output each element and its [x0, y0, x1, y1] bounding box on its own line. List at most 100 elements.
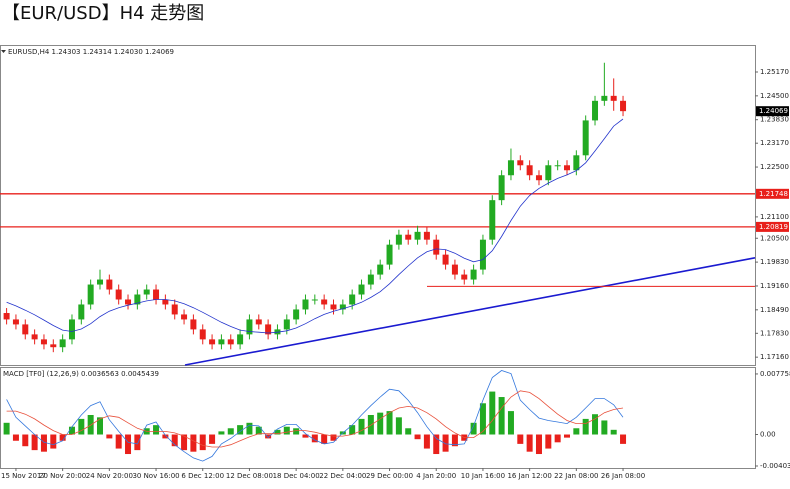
candle-body: [255, 319, 262, 325]
candle-body: [68, 319, 75, 340]
candle-body: [367, 274, 374, 285]
x-tick-label: 20 Nov 20:00: [39, 472, 86, 480]
last-price-label: 1.24069: [759, 107, 788, 115]
histogram-bar: [582, 418, 589, 435]
candle-body: [433, 239, 440, 255]
histogram-bar: [601, 420, 608, 435]
histogram-bar: [22, 434, 29, 447]
histogram-bar: [321, 434, 328, 444]
candle-body: [302, 299, 309, 310]
price-panel: [0, 45, 756, 366]
histogram-bar: [573, 428, 580, 435]
y-tick-label: 1.19160: [760, 282, 789, 290]
candle-body: [125, 299, 132, 305]
candle-body: [339, 304, 346, 310]
candle-body: [171, 304, 178, 315]
candle-body: [582, 120, 589, 156]
candle-body: [218, 339, 225, 345]
y-tick-label: 1.18490: [760, 306, 789, 314]
y-tick-label: 1.21100: [760, 213, 789, 221]
histogram-bar: [395, 417, 402, 435]
candle-body: [526, 165, 533, 176]
x-tick-label: 18 Dec 04:00: [273, 472, 320, 480]
candle-body: [311, 299, 318, 301]
histogram-bar: [125, 434, 132, 455]
histogram-bar: [190, 434, 197, 452]
histogram-bar: [489, 391, 496, 435]
histogram-bar: [199, 434, 206, 451]
x-tick-label: 30 Nov 16:00: [132, 472, 179, 480]
histogram-bar: [405, 428, 412, 435]
x-tick-label: 16 Jan 12:00: [507, 472, 551, 480]
candle-body: [564, 165, 570, 171]
candle-body: [461, 274, 468, 280]
x-tick-label: 12 Dec 08:00: [226, 472, 273, 480]
histogram-bar: [78, 418, 85, 435]
histogram-bar: [470, 422, 477, 435]
histogram-bar: [433, 434, 440, 455]
histogram-bar: [283, 426, 290, 435]
x-tick-label: 22 Jan 08:00: [554, 472, 598, 480]
y-tick-label: 1.19830: [760, 258, 789, 266]
y-tick-label: 1.23830: [760, 116, 789, 124]
candle-body: [97, 279, 103, 285]
candle-body: [162, 299, 169, 305]
candle-body: [349, 294, 356, 305]
histogram-bar: [218, 431, 225, 435]
level-tag: [756, 188, 789, 199]
moving-average: [6, 118, 624, 334]
candle-body: [59, 339, 66, 348]
candle-body: [31, 334, 38, 340]
candle-body: [405, 234, 412, 240]
histogram-bar: [526, 434, 533, 452]
candle-body: [293, 309, 300, 320]
candle-body: [181, 314, 188, 320]
histogram-bar: [293, 428, 300, 435]
histogram-bar: [265, 434, 272, 439]
histogram-bar: [59, 434, 66, 441]
candle-body: [78, 304, 85, 320]
candle-body: [377, 264, 384, 275]
candle-body: [423, 231, 430, 240]
x-tick-label: 4 Jan 20:00: [416, 472, 456, 480]
x-tick-label: 22 Dec 04:00: [319, 472, 366, 480]
page-title: 【EUR/USD】H4 走势图: [2, 3, 204, 24]
y-tick-label: 0.0077582: [760, 370, 790, 378]
histogram-bar: [498, 397, 505, 435]
x-tick-label: 15 Nov 2017: [1, 472, 46, 480]
candle-body: [330, 304, 337, 310]
candle-body: [507, 160, 514, 176]
candle-body: [321, 299, 328, 305]
candle-body: [190, 319, 197, 330]
histogram-bar: [209, 434, 216, 444]
candle-body: [134, 294, 141, 305]
histogram-bar: [246, 422, 253, 435]
candle-body: [610, 95, 617, 101]
histogram-bar: [40, 434, 47, 452]
histogram-bar: [227, 428, 234, 435]
histogram-bar: [386, 411, 393, 435]
histogram-bar: [610, 429, 617, 435]
histogram-bar: [349, 425, 356, 435]
candle-body: [115, 289, 122, 300]
candle-body: [40, 339, 47, 345]
candle-body: [535, 175, 542, 181]
histogram-bar: [97, 417, 103, 435]
y-tick-label: 1.22500: [760, 163, 789, 171]
histogram-bar: [162, 434, 169, 439]
candle-body: [386, 244, 393, 265]
y-tick-label: 1.25170: [760, 68, 789, 76]
y-tick-label: 1.17160: [760, 353, 789, 361]
y-tick-label: 0.00: [760, 431, 776, 439]
histogram-bar: [237, 425, 244, 435]
level-tag: [756, 221, 789, 232]
candle-body: [451, 264, 458, 275]
x-tick-label: 29 Dec 00:00: [366, 472, 413, 480]
candle-body: [573, 155, 580, 171]
histogram-bar: [302, 434, 309, 438]
histogram-bar: [545, 434, 552, 449]
y-tick-label: 1.23170: [760, 139, 789, 147]
trend-line: [184, 257, 756, 366]
candle-body: [442, 254, 449, 265]
